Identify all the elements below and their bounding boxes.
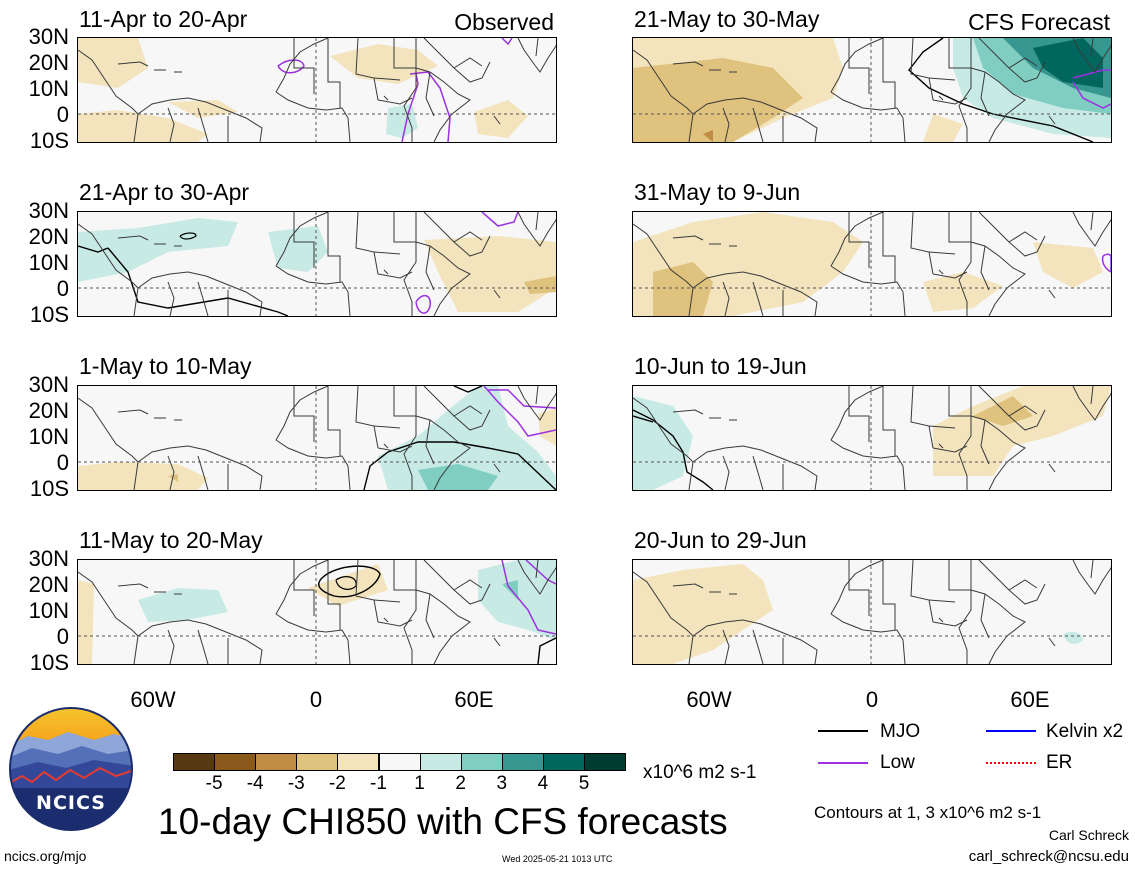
colorbar-tick-label: 1 [414,773,425,794]
colorbar-cell [542,753,585,771]
colorbar-tick-label: -3 [287,773,305,794]
lat-label: 30N [28,372,69,397]
lat-label: 30N [28,546,69,571]
panel-title: 11-May to 20-May [79,527,263,553]
colorbar-tick-label: -4 [246,773,264,794]
lon-label: 0 [309,687,323,712]
lat-label: 0 [56,450,69,475]
lat-label: 10N [28,424,69,449]
email: carl_schreck@ncsu.edu [968,848,1129,865]
legend-line-er [986,762,1036,764]
lat-label: 20N [28,224,69,249]
contours-note: Contours at 1, 3 x10^6 m2 s-1 [814,803,1042,822]
map-panel-8 [632,559,1112,665]
colorbar-cell [173,753,216,771]
lat-label: 30N [28,198,69,223]
lat-label: 10N [28,598,69,623]
lat-label: 10S [29,302,69,327]
lat-label: 20N [28,572,69,597]
lon-label: 60W [686,687,732,712]
map-panel-2 [77,211,557,317]
colorbar-cell [501,753,544,771]
lat-label: 30N [28,24,69,49]
logo-text: NCICS [36,792,106,814]
colorbar-cell [419,753,462,771]
lat-label: 10N [28,76,69,101]
colorbar-cell [296,753,339,771]
colorbar-cell [255,753,298,771]
panel-title: 21-May to 30-May [634,6,820,32]
legend-label-mjo: MJO [880,721,921,742]
colorbar-cell [214,753,257,771]
colorbar-tick-label: 5 [578,773,590,794]
panel-title: 10-Jun to 19-Jun [634,353,807,379]
main-title: 10-day CHI850 with CFS forecasts [158,801,728,842]
site-link[interactable]: ncics.org/mjo [4,848,87,864]
panel-title: 11-Apr to 20-Apr [79,6,248,32]
map-panel-3 [77,385,557,491]
map-panel-5 [632,37,1112,143]
lat-label: 0 [56,624,69,649]
colorbar-tick-label: -5 [205,773,223,794]
ncics-logo: NCICS [8,706,134,832]
colorbar-cell [584,753,627,771]
colorbar-tick-label: -1 [370,773,387,794]
colorbar-cell [337,753,380,771]
legend-line-mjo [818,730,868,732]
panel-title: 21-Apr to 30-Apr [79,179,250,205]
colorbar-cell [378,753,421,771]
panel-tag-observed: Observed [454,9,554,35]
legend-label-er: ER [1046,752,1073,773]
colorbar-cell [460,753,503,771]
panel-title: 31-May to 9-Jun [634,179,801,205]
lat-label: 10S [29,128,69,153]
lat-label: 20N [28,50,69,75]
map-panel-7 [632,385,1112,491]
lon-label: 0 [865,687,879,712]
panel-title: 20-Jun to 29-Jun [634,527,807,553]
legend-line-kelvin [986,730,1036,732]
lat-label: 20N [28,398,69,423]
lon-label: 60W [130,687,176,712]
legend-label-low: Low [880,752,915,773]
map-panel-6 [632,211,1112,317]
lon-label: 60E [454,687,494,712]
map-panel-4 [77,559,557,665]
lat-label: 10S [29,476,69,501]
lon-label: 60E [1010,687,1050,712]
colorbar-tick-label: 4 [537,773,549,794]
author: Carl Schreck [1048,827,1129,843]
legend-label-kelvin: Kelvin x2 [1046,721,1124,742]
lat-label: 0 [56,276,69,301]
legend-line-low [818,762,868,764]
lat-label: 10S [29,650,69,675]
timestamp: Wed 2025-05-21 1013 UTC [502,854,613,864]
panel-title: 1-May to 10-May [79,353,252,379]
colorbar-tick-label: 3 [496,773,508,794]
panel-tag-forecast: CFS Forecast [968,9,1110,35]
colorbar-tick-label: 2 [455,773,466,794]
map-panel-1 [77,37,557,143]
lat-label: 0 [56,102,69,127]
colorbar-units: x10^6 m2 s-1 [643,762,757,783]
lat-label: 10N [28,250,69,275]
colorbar-tick-label: -2 [328,773,346,794]
